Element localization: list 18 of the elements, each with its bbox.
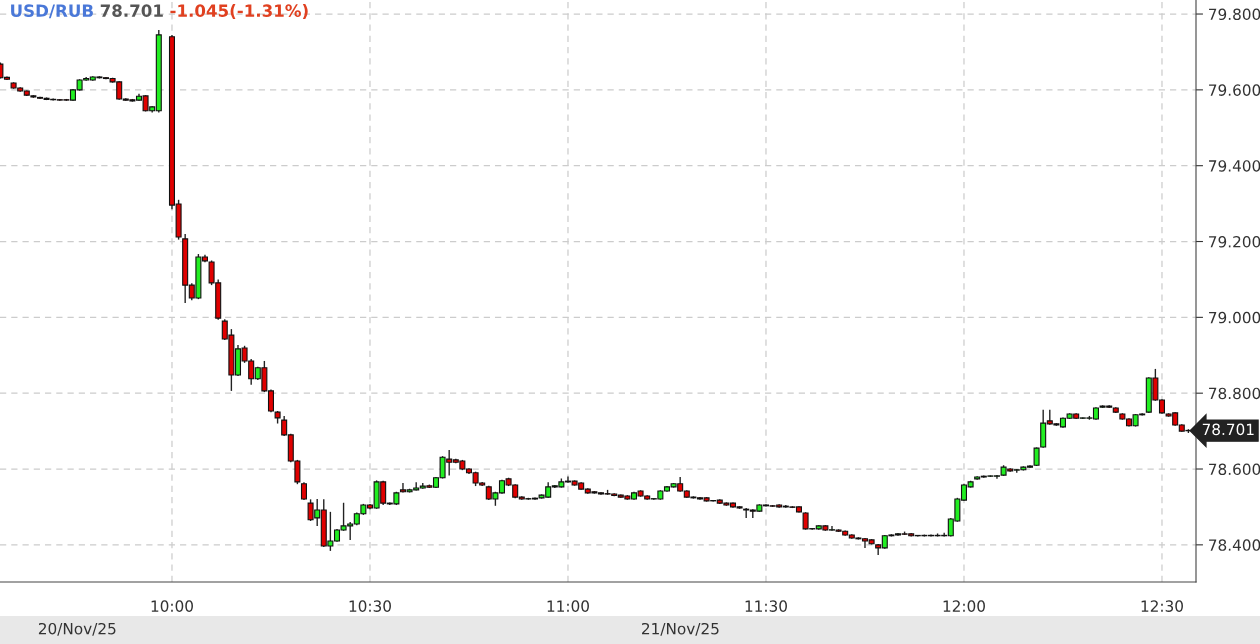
x-tick-label: 10:00 (151, 600, 193, 612)
chart-title: USD/RUB 78.701 -1.045(-1.31%) (11, 4, 308, 19)
text: 21/Nov/25 (642, 622, 719, 636)
y-tick-label: 79.400 (1209, 160, 1260, 172)
y-tick-label: 79.200 (1209, 235, 1260, 248)
x-tick-label: 10:30 (349, 600, 391, 612)
x-tick-label: 11:00 (547, 600, 589, 612)
x-tick-label: 11:30 (745, 600, 787, 612)
text: 78.701 (1202, 423, 1254, 436)
text: 20/Nov/25 (38, 622, 116, 636)
y-tick-label: 79.800 (1209, 8, 1260, 21)
x-tick-label: 12:30 (1141, 600, 1183, 612)
y-tick-label: 79.000 (1209, 311, 1260, 324)
y-tick-label: 78.600 (1209, 463, 1260, 476)
y-tick-label: 78.800 (1209, 387, 1260, 400)
x-tick-label: 12:00 (943, 600, 985, 612)
y-tick-label: 79.600 (1209, 84, 1260, 96)
y-tick-label: 78.400 (1209, 539, 1260, 551)
